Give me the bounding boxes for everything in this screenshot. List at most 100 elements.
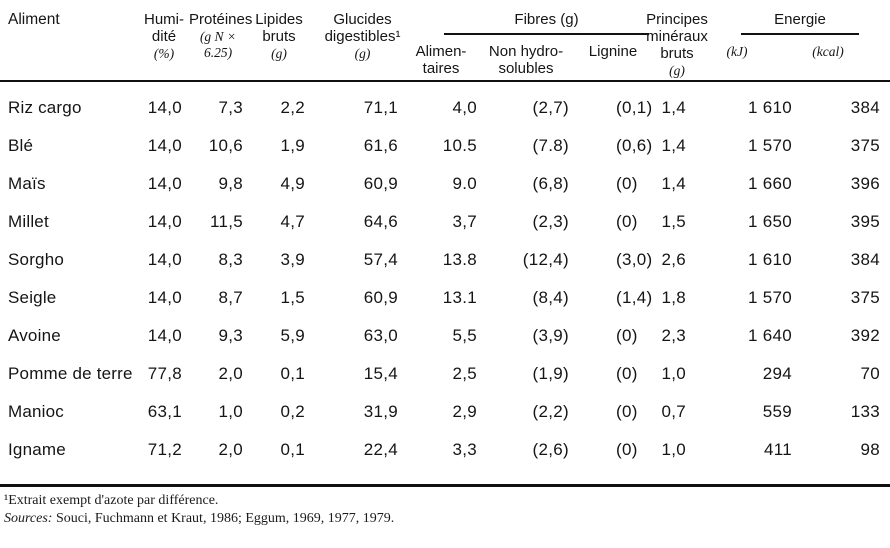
document-page: Aliment Humi- dité (%) Protéines (g N × …: [0, 4, 890, 548]
group-header-fibres-label: Fibres (g): [444, 11, 649, 35]
value-cell: 1 650: [747, 212, 792, 231]
value-cell: 61,6: [363, 136, 398, 155]
value-cell: 14,0: [147, 136, 182, 155]
value-cell: 4,7: [280, 212, 305, 231]
value-cell: 4,0: [452, 98, 477, 117]
value-cell: 57,4: [363, 250, 398, 269]
footnote-sources: Sources: Souci, Fuchmann et Kraut, 1986;…: [4, 510, 890, 528]
col-header-aliment-label: Aliment: [8, 11, 60, 28]
value-cell: (0): [616, 174, 638, 193]
value-cell: 63,0: [363, 326, 398, 345]
value-cell: 9,8: [218, 174, 243, 193]
value-cell: 392: [850, 326, 881, 345]
col-header-fibres-alimentaires: Alimen- taires: [415, 42, 467, 77]
value-cell: (3,0): [616, 250, 653, 269]
value-cell: 3,7: [452, 212, 477, 231]
col-header-humidite: Humi- dité (%): [144, 11, 184, 61]
table-row: Pomme de terre 77,8 2,0 0,1 15,4 2,5 (1,…: [0, 354, 890, 392]
value-cell: 14,0: [147, 326, 182, 345]
value-cell: 2,5: [452, 364, 477, 383]
aliment-cell: Avoine: [8, 326, 61, 345]
value-cell: 0,2: [280, 402, 305, 421]
value-cell: 1 570: [747, 136, 792, 155]
value-cell: 71,2: [147, 440, 182, 459]
value-cell: 4,9: [280, 174, 305, 193]
value-cell: 1,8: [661, 288, 686, 307]
value-cell: 3,9: [280, 250, 305, 269]
value-cell: (0): [616, 326, 638, 345]
value-cell: 1,4: [661, 98, 686, 117]
value-cell: 63,1: [147, 402, 182, 421]
value-cell: 14,0: [147, 174, 182, 193]
value-cell: 375: [850, 136, 881, 155]
value-cell: 10.5: [442, 136, 477, 155]
value-cell: 70: [860, 364, 881, 383]
col-header-fibres-lignine: Lignine: [588, 42, 638, 60]
value-cell: 2,2: [280, 98, 305, 117]
col-header-fibres-non-hydrosolubles: Non hydro- solubles: [488, 42, 564, 77]
value-cell: (2,3): [532, 212, 569, 231]
value-cell: 9.0: [452, 174, 477, 193]
value-cell: 1,0: [661, 364, 686, 383]
col-header-mineraux: Principes minéraux bruts (g): [646, 11, 708, 78]
value-cell: 384: [850, 98, 881, 117]
table-row: Maïs 14,0 9,8 4,9 60,9 9.0 (6,8) (0) 1,4…: [0, 164, 890, 202]
value-cell: (12,4): [522, 250, 569, 269]
value-cell: (0): [616, 364, 638, 383]
sources-label: Sources:: [4, 511, 53, 526]
value-cell: (2,6): [532, 440, 569, 459]
value-cell: 384: [850, 250, 881, 269]
value-cell: 14,0: [147, 212, 182, 231]
col-header-glucides: Glucides digestibles¹ (g): [324, 11, 401, 61]
aliment-cell: Sorgho: [8, 250, 65, 269]
value-cell: 15,4: [363, 364, 398, 383]
aliment-cell: Blé: [8, 136, 34, 155]
group-header-fibres: Fibres (g): [402, 4, 654, 38]
value-cell: 14,0: [147, 98, 182, 117]
value-cell: 1,4: [661, 136, 686, 155]
value-cell: (3,9): [532, 326, 569, 345]
footnote-azote: ¹Extrait exempt d'azote par différence.: [4, 493, 219, 508]
value-cell: 64,6: [363, 212, 398, 231]
table-row: Riz cargo 14,0 7,3 2,2 71,1 4,0 (2,7) (0…: [0, 81, 890, 126]
value-cell: (0,1): [616, 98, 653, 117]
value-cell: 1,4: [661, 174, 686, 193]
value-cell: 2,0: [218, 440, 243, 459]
col-header-aliment: Aliment: [0, 4, 140, 81]
value-cell: 9,3: [218, 326, 243, 345]
value-cell: 395: [850, 212, 881, 231]
aliment-cell: Riz cargo: [8, 98, 82, 117]
value-cell: 411: [763, 440, 792, 459]
col-header-lipides: Lipides bruts (g): [255, 11, 303, 61]
value-cell: 8,3: [218, 250, 243, 269]
value-cell: (2,7): [532, 98, 569, 117]
value-cell: 1 610: [747, 98, 792, 117]
value-cell: 77,8: [147, 364, 182, 383]
col-header-energie-kcal: (kcal): [812, 43, 844, 59]
value-cell: 2,0: [218, 364, 243, 383]
value-cell: (1,4): [616, 288, 653, 307]
table-row: Millet 14,0 11,5 4,7 64,6 3,7 (2,3) (0) …: [0, 202, 890, 240]
col-header-energie-kj: (kJ): [726, 43, 748, 59]
value-cell: 13.1: [442, 288, 477, 307]
table-row: Avoine 14,0 9,3 5,9 63,0 5,5 (3,9) (0) 2…: [0, 316, 890, 354]
value-cell: (6,8): [532, 174, 569, 193]
value-cell: 1 660: [747, 174, 792, 193]
aliment-cell: Manioc: [8, 402, 65, 421]
aliment-cell: Millet: [8, 212, 49, 231]
value-cell: (8,4): [532, 288, 569, 307]
value-cell: 14,0: [147, 250, 182, 269]
value-cell: 0,1: [280, 364, 305, 383]
value-cell: 294: [762, 364, 792, 383]
value-cell: 5,9: [280, 326, 305, 345]
nutrition-table: Aliment Humi- dité (%) Protéines (g N × …: [0, 4, 890, 468]
value-cell: 1 570: [747, 288, 792, 307]
value-cell: 60,9: [363, 288, 398, 307]
footnotes: ¹Extrait exempt d'azote par différence. …: [0, 492, 890, 528]
value-cell: (1,9): [532, 364, 569, 383]
table-bottom-rule: [0, 484, 890, 487]
value-cell: 10,6: [208, 136, 243, 155]
aliment-cell: Igname: [8, 440, 66, 459]
value-cell: 8,7: [218, 288, 243, 307]
value-cell: 1 640: [747, 326, 792, 345]
